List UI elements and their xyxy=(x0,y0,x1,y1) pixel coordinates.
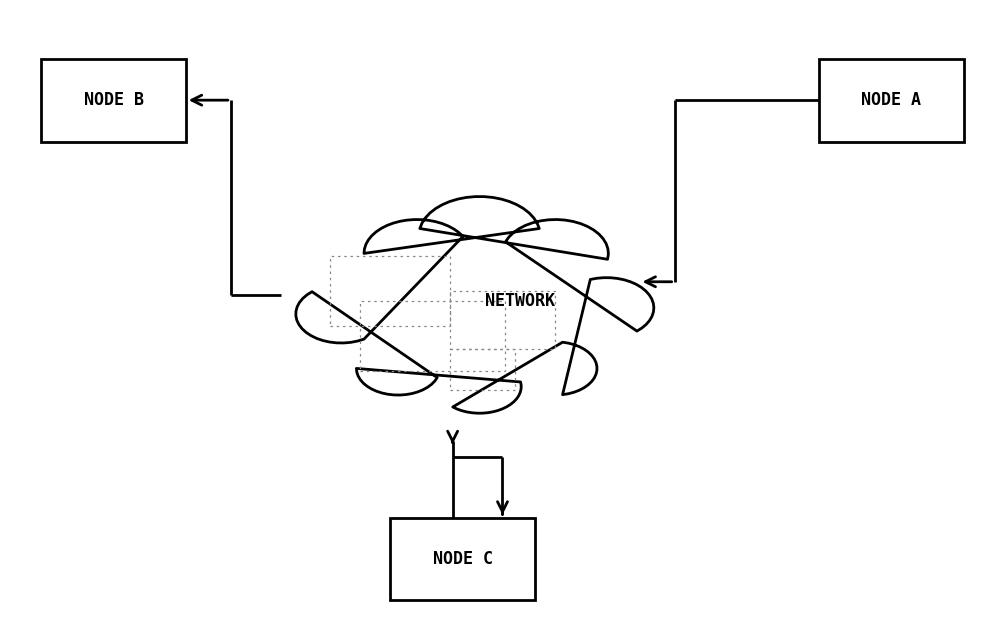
Text: NODE B: NODE B xyxy=(84,91,144,109)
Bar xyxy=(360,301,505,371)
Text: NETWORK: NETWORK xyxy=(485,292,555,310)
Text: NODE C: NODE C xyxy=(433,550,493,568)
Bar xyxy=(450,349,515,390)
Bar xyxy=(450,291,555,349)
Bar xyxy=(390,518,535,600)
Bar xyxy=(330,256,450,326)
Polygon shape xyxy=(296,196,654,413)
Bar xyxy=(41,59,186,141)
Bar xyxy=(819,59,964,141)
Text: NODE A: NODE A xyxy=(861,91,921,109)
